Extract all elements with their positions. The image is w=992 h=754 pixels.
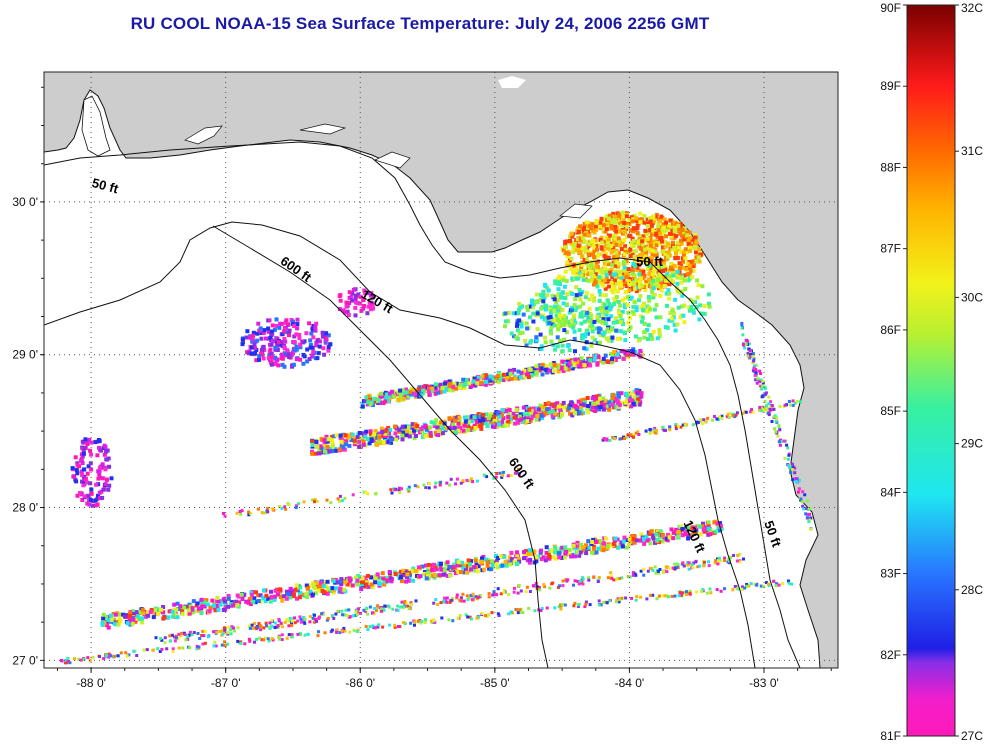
colorbar-c-label: 32C bbox=[961, 1, 983, 15]
contour-50ft-west bbox=[44, 141, 591, 279]
contour-120ft bbox=[44, 221, 756, 668]
colorbar-f-label: 81F bbox=[880, 729, 901, 743]
colorbar-gradient bbox=[906, 4, 956, 737]
lon-tick-label: -86 0' bbox=[345, 676, 375, 690]
depth-contour-label: 50 ft bbox=[636, 254, 663, 269]
lon-tick-label: -83 0' bbox=[749, 676, 779, 690]
colorbar: 90F 89F 88F 87F 86F 85F 84F 83F 82F 81F 32C 31C 30C 2… bbox=[880, 1, 983, 743]
colorbar-f-label: 87F bbox=[880, 242, 901, 256]
lon-tick-label: -87 0' bbox=[211, 676, 241, 690]
colorbar-f-label: 90F bbox=[880, 1, 901, 15]
colorbar-f-label: 89F bbox=[880, 79, 901, 93]
lon-tick-label: -85 0' bbox=[480, 676, 510, 690]
map-title: RU COOL NOAA-15 Sea Surface Temperature:… bbox=[130, 14, 710, 33]
colorbar-c-label: 28C bbox=[961, 583, 983, 597]
depth-contour-label: 50 ft bbox=[90, 175, 120, 197]
colorbar-f-label: 83F bbox=[880, 567, 901, 581]
sst-data-layer bbox=[60, 210, 813, 665]
colorbar-c-label: 29C bbox=[961, 437, 983, 451]
colorbar-c-label: 31C bbox=[961, 144, 983, 158]
lon-tick-label: -84 0' bbox=[615, 676, 645, 690]
colorbar-f-label: 82F bbox=[880, 648, 901, 662]
colorbar-f-label: 86F bbox=[880, 323, 901, 337]
lat-tick-label: 27 0' bbox=[12, 653, 38, 667]
colorbar-c-label: 27C bbox=[961, 729, 983, 743]
colorbar-f-label: 88F bbox=[880, 160, 901, 174]
colorbar-f-label: 85F bbox=[880, 404, 901, 418]
lon-tick-label: -88 0' bbox=[76, 676, 106, 690]
lat-tick-label: 28 0' bbox=[12, 501, 38, 515]
colorbar-f-label: 84F bbox=[880, 485, 901, 499]
contour-50ft-east bbox=[589, 257, 801, 668]
lat-tick-label: 30 0' bbox=[12, 195, 38, 209]
colorbar-c-label: 30C bbox=[961, 290, 983, 304]
lat-tick-label: 29 0' bbox=[12, 348, 38, 362]
land-mass bbox=[44, 72, 838, 668]
contour-600ft bbox=[212, 225, 549, 668]
